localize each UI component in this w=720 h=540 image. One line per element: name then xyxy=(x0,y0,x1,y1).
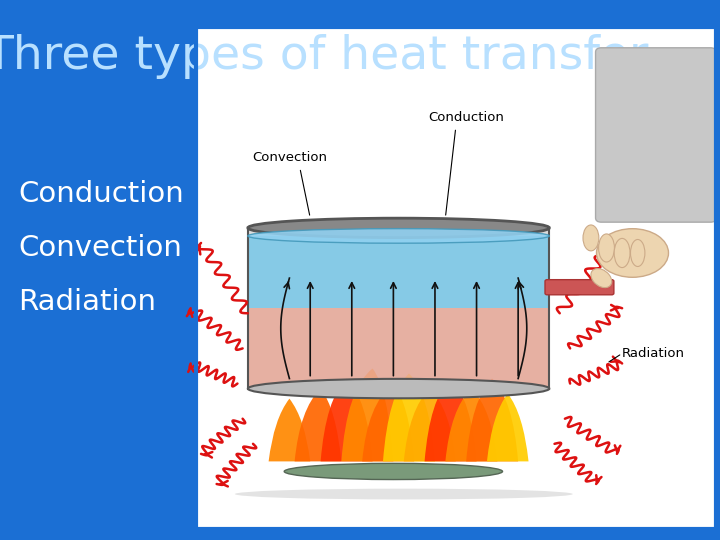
Text: Convection: Convection xyxy=(252,151,327,164)
FancyBboxPatch shape xyxy=(595,48,716,222)
Ellipse shape xyxy=(596,228,668,277)
Bar xyxy=(248,228,549,389)
Bar xyxy=(248,236,549,308)
Ellipse shape xyxy=(583,225,599,251)
Text: Three types of heat transfer: Three types of heat transfer xyxy=(0,34,649,79)
PathPatch shape xyxy=(446,389,498,461)
PathPatch shape xyxy=(404,389,456,461)
Ellipse shape xyxy=(248,379,549,399)
Ellipse shape xyxy=(591,268,612,288)
PathPatch shape xyxy=(425,379,477,461)
Bar xyxy=(248,308,549,389)
PathPatch shape xyxy=(383,374,435,461)
Ellipse shape xyxy=(284,463,503,480)
Ellipse shape xyxy=(235,489,572,500)
Text: Radiation: Radiation xyxy=(18,288,156,316)
Bar xyxy=(196,27,716,529)
Bar xyxy=(196,27,716,529)
PathPatch shape xyxy=(320,379,372,461)
Ellipse shape xyxy=(248,228,549,243)
PathPatch shape xyxy=(362,383,414,461)
Ellipse shape xyxy=(248,218,549,238)
Text: Conduction: Conduction xyxy=(18,180,184,208)
FancyBboxPatch shape xyxy=(545,280,614,295)
Ellipse shape xyxy=(631,239,645,266)
Ellipse shape xyxy=(598,234,614,262)
Ellipse shape xyxy=(614,238,630,267)
PathPatch shape xyxy=(269,399,310,461)
PathPatch shape xyxy=(294,389,341,461)
Text: Conduction: Conduction xyxy=(428,111,504,124)
Text: Radiation: Radiation xyxy=(622,347,685,360)
PathPatch shape xyxy=(466,379,518,461)
PathPatch shape xyxy=(341,368,393,461)
PathPatch shape xyxy=(487,394,528,461)
Text: Convection: Convection xyxy=(18,234,182,262)
